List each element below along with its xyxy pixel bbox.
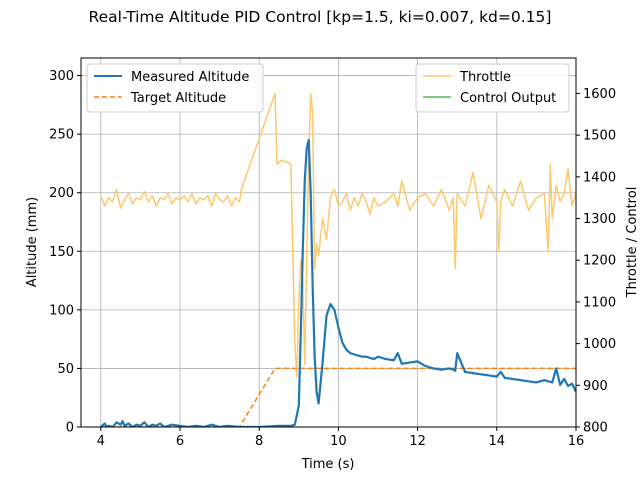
y-axis-label: Altitude (mm) bbox=[25, 197, 40, 287]
y2-tick-label: 800 bbox=[583, 421, 608, 436]
plot-frame bbox=[80, 57, 577, 428]
x-tick-label: 6 bbox=[176, 434, 184, 449]
legend-control-label: Control Output bbox=[460, 91, 556, 106]
legend-measured-label: Measured Altitude bbox=[131, 70, 249, 85]
x-axis-label: Time (s) bbox=[301, 457, 355, 472]
legend-target-label: Target Altitude bbox=[130, 91, 226, 106]
plot-area bbox=[100, 92, 576, 427]
legend-throttle: Throttle Control Output bbox=[415, 63, 570, 113]
target-altitude-line bbox=[100, 367, 576, 427]
x-axis: 4 6 8 10 12 14 16 bbox=[97, 427, 585, 449]
y-tick-label: 200 bbox=[49, 186, 74, 201]
y-tick-label: 100 bbox=[49, 303, 74, 318]
y2-tick-label: 1000 bbox=[583, 337, 616, 352]
chart-title: Real-Time Altitude PID Control [kp=1.5, … bbox=[89, 8, 552, 26]
y2-tick-label: 1300 bbox=[583, 212, 616, 227]
y2-tick-label: 1200 bbox=[583, 254, 616, 269]
y-axis-right: 800 900 1000 1100 1200 1300 1400 1500 1600 bbox=[576, 87, 616, 436]
y2-tick-label: 1500 bbox=[583, 129, 616, 144]
y2-tick-label: 1100 bbox=[583, 295, 616, 310]
x-tick-label: 4 bbox=[97, 434, 105, 449]
legend-altitude: Measured Altitude Target Altitude bbox=[86, 63, 264, 113]
y2-axis-label: Throttle / Control bbox=[625, 187, 640, 299]
y2-tick-label: 1600 bbox=[583, 87, 616, 102]
x-tick-label: 12 bbox=[409, 434, 426, 449]
y-axis-left: 0 50 100 150 200 250 300 bbox=[49, 69, 81, 436]
y-tick-label: 150 bbox=[49, 245, 74, 260]
y-tick-label: 300 bbox=[49, 69, 74, 84]
y2-tick-label: 1400 bbox=[583, 170, 616, 185]
measured-altitude-line bbox=[100, 138, 576, 427]
y-tick-label: 250 bbox=[49, 128, 74, 143]
x-tick-label: 14 bbox=[489, 434, 506, 449]
y-tick-label: 50 bbox=[57, 362, 74, 377]
legend-throttle-label: Throttle bbox=[459, 70, 511, 85]
throttle-line bbox=[100, 92, 576, 378]
x-tick-label: 8 bbox=[255, 434, 263, 449]
y2-tick-label: 900 bbox=[583, 379, 608, 394]
legend-throttle-box bbox=[415, 63, 570, 113]
legend-altitude-box bbox=[86, 63, 264, 113]
x-tick-label: 10 bbox=[330, 434, 347, 449]
y-tick-label: 0 bbox=[66, 421, 74, 436]
x-tick-label: 16 bbox=[568, 434, 585, 449]
